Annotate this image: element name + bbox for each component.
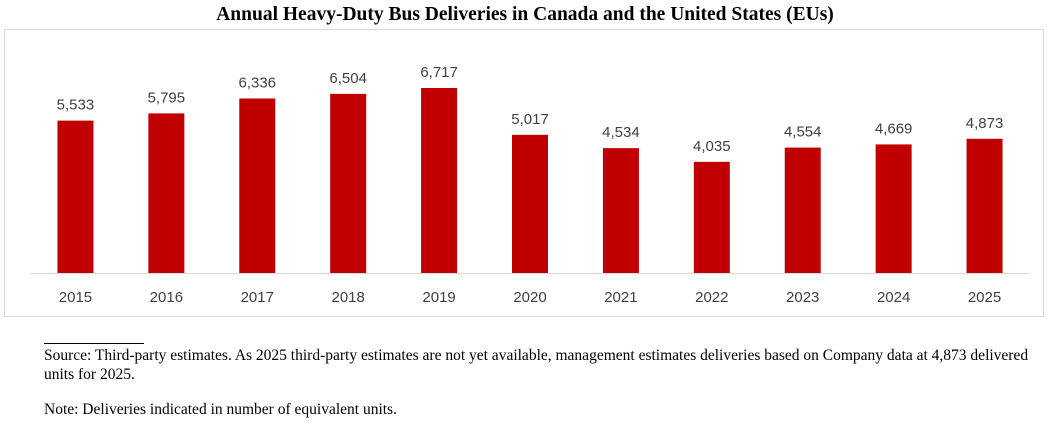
note-footnote: Note: Deliveries indicated in number of … (44, 401, 397, 418)
data-label-2020: 5,017 (511, 111, 549, 128)
bar-2023 (784, 147, 821, 273)
bar-2022 (693, 161, 730, 273)
data-label-2022: 4,035 (693, 138, 731, 155)
bar-chart: 5,533 2015 5,795 2016 6,336 2017 6,504 2018 6,71… (30, 64, 1030, 306)
bar-2018 (330, 93, 367, 273)
bar-2025 (966, 138, 1003, 273)
x-tick-label-2019: 2019 (422, 289, 455, 306)
data-label-2024: 4,669 (875, 120, 913, 137)
x-tick-label-2022: 2022 (695, 289, 728, 306)
x-tick-label-2024: 2024 (877, 289, 910, 306)
source-footnote: Source: Third-party estimates. As 2025 t… (44, 347, 1029, 383)
data-label-2021: 4,534 (602, 124, 640, 141)
bar-2024 (875, 144, 912, 273)
data-label-2016: 5,795 (148, 89, 186, 106)
x-tick-label-2017: 2017 (241, 289, 274, 306)
bar-2019 (421, 88, 458, 273)
data-label-2019: 6,717 (420, 64, 458, 81)
data-label-2015: 5,533 (57, 97, 95, 114)
footnote-divider (44, 343, 144, 344)
x-tick-label-2021: 2021 (604, 289, 637, 306)
x-tick-label-2018: 2018 (331, 289, 364, 306)
bar-2017 (239, 98, 276, 273)
data-label-2018: 6,504 (329, 70, 367, 87)
chart-area (4, 29, 1044, 317)
data-label-2023: 4,554 (784, 124, 822, 141)
data-label-2017: 6,336 (238, 74, 276, 91)
bar-2016 (148, 113, 185, 274)
x-tick-label-2016: 2016 (150, 289, 183, 306)
x-tick-label-2020: 2020 (513, 289, 546, 306)
data-label-2025: 4,873 (966, 115, 1004, 132)
chart-title: Annual Heavy-Duty Bus Deliveries in Cana… (216, 4, 834, 25)
x-tick-label-2015: 2015 (59, 289, 92, 306)
bar-2020 (512, 134, 548, 273)
bar-2021 (602, 148, 639, 273)
x-tick-label-2025: 2025 (968, 289, 1001, 306)
bar-2015 (57, 120, 94, 273)
x-tick-label-2023: 2023 (786, 289, 819, 306)
